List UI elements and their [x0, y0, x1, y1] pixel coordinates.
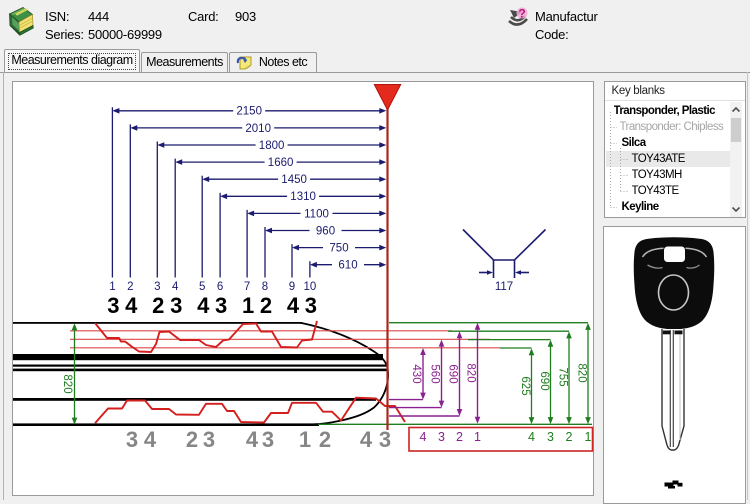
svg-text:1: 1	[299, 427, 311, 452]
svg-text:1100: 1100	[304, 208, 329, 220]
svg-text:4: 4	[287, 293, 300, 318]
svg-text:4: 4	[420, 430, 427, 444]
svg-text:3: 3	[170, 293, 182, 318]
svg-text:1: 1	[474, 430, 481, 444]
svg-text:820: 820	[576, 363, 588, 382]
svg-text:1660: 1660	[268, 157, 294, 169]
svg-text:2: 2	[319, 427, 331, 452]
svg-text:3: 3	[154, 281, 160, 293]
svg-text:2: 2	[127, 281, 133, 293]
svg-text:4: 4	[144, 427, 157, 452]
svg-text:4: 4	[246, 427, 259, 452]
svg-text:3: 3	[262, 427, 274, 452]
svg-text:?: ?	[518, 7, 525, 21]
svg-text:690: 690	[447, 364, 459, 383]
svg-text:6: 6	[217, 281, 223, 293]
svg-text:3: 3	[438, 430, 445, 444]
svg-text:2: 2	[186, 427, 198, 452]
svg-text:9: 9	[289, 281, 295, 293]
svg-text:117: 117	[495, 281, 513, 293]
svg-text:690: 690	[538, 371, 550, 390]
svg-text:3: 3	[379, 427, 391, 452]
svg-text:610: 610	[338, 260, 357, 272]
svg-text:4: 4	[172, 281, 179, 293]
svg-text:1800: 1800	[259, 140, 285, 152]
svg-text:8: 8	[262, 281, 268, 293]
svg-text:3: 3	[547, 430, 554, 444]
svg-text:430: 430	[410, 364, 422, 383]
svg-text:755: 755	[557, 367, 569, 386]
svg-text:3: 3	[215, 293, 227, 318]
svg-text:4: 4	[125, 293, 138, 318]
svg-text:1: 1	[109, 281, 115, 293]
svg-text:2: 2	[456, 430, 463, 444]
svg-text:2: 2	[260, 293, 272, 318]
svg-text:1: 1	[242, 293, 254, 318]
svg-text:10: 10	[304, 281, 317, 293]
svg-text:2: 2	[566, 430, 573, 444]
svg-text:2150: 2150	[236, 106, 262, 118]
svg-text:3: 3	[107, 293, 119, 318]
svg-text:5: 5	[199, 281, 205, 293]
svg-text:960: 960	[316, 225, 335, 237]
svg-text:1: 1	[585, 430, 592, 444]
svg-text:3: 3	[305, 293, 317, 318]
svg-text:4: 4	[528, 430, 535, 444]
svg-text:2010: 2010	[245, 123, 271, 135]
svg-text:4: 4	[197, 293, 210, 318]
svg-text:560: 560	[429, 364, 441, 383]
svg-text:3: 3	[126, 427, 138, 452]
svg-text:820: 820	[465, 363, 477, 382]
svg-text:2: 2	[152, 293, 164, 318]
svg-text:625: 625	[519, 376, 531, 395]
svg-text:4: 4	[360, 427, 373, 452]
svg-text:820: 820	[61, 374, 73, 393]
svg-text:3: 3	[203, 427, 215, 452]
svg-text:1310: 1310	[290, 191, 316, 203]
svg-text:750: 750	[329, 243, 348, 255]
svg-text:7: 7	[244, 281, 250, 293]
svg-text:1450: 1450	[281, 174, 307, 186]
